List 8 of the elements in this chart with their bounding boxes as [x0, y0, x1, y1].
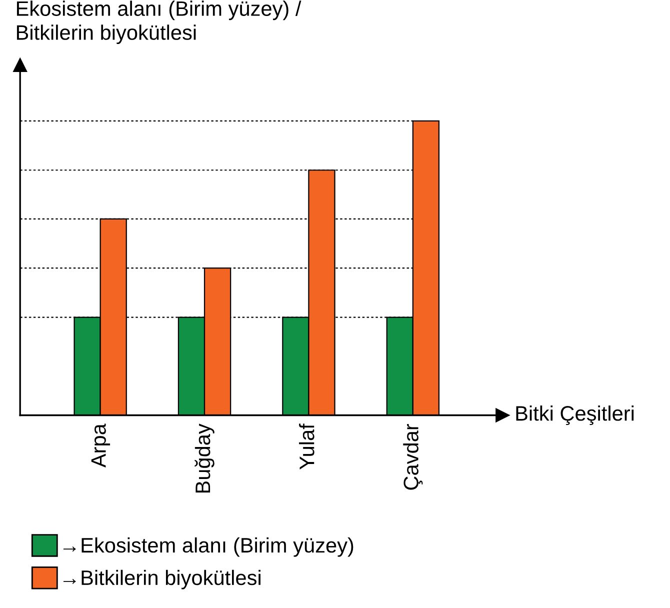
y-axis-title: Ekosistem alanı (Birim yüzey) / Bitkilerin biyokütlesi — [16, 0, 302, 44]
legend-label: →Bitkilerin biyokütlesi — [63, 570, 260, 590]
legend-label: →Ekosistem alanı (Birim yüzey) — [63, 537, 354, 557]
x-tick-label: Çavdar — [403, 424, 423, 490]
x-axis-title: Bitki Çeşitleri — [516, 406, 634, 426]
x-tick-label: Yulaf — [298, 424, 314, 470]
x-tick-label: Arpa — [91, 424, 110, 468]
x-tick-label: Buğday — [194, 424, 214, 493]
